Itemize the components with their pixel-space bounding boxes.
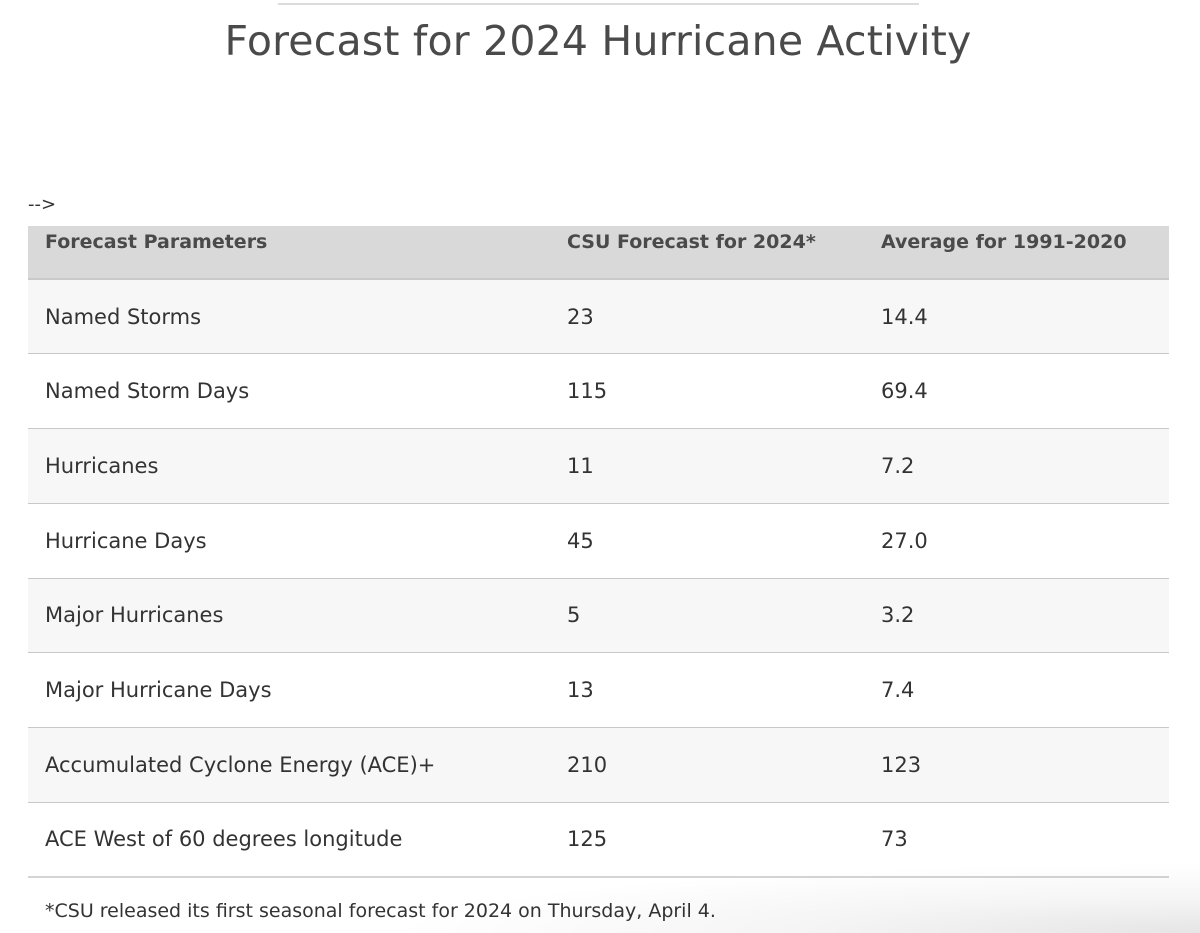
page-title: Forecast for 2024 Hurricane Activity [224, 17, 972, 65]
table-header: Forecast Parameters CSU Forecast for 202… [28, 226, 1169, 280]
table-row: Named Storms 23 14.4 [28, 279, 1169, 355]
table-row: Accumulated Cyclone Energy (ACE)+ 210 12… [28, 727, 1169, 803]
table-row: Hurricanes 11 7.2 [28, 428, 1169, 504]
row-forecast: 115 [550, 353, 864, 429]
row-average: 7.2 [864, 428, 1169, 504]
row-forecast: 5 [550, 578, 864, 654]
footnote: *CSU released its first seasonal forecas… [45, 900, 716, 922]
row-parameter: Accumulated Cyclone Energy (ACE)+ [28, 727, 550, 803]
stray-comment-marker: --> [28, 194, 57, 215]
header-forecast-parameters: Forecast Parameters [28, 226, 550, 280]
row-parameter: Named Storm Days [28, 353, 550, 429]
top-divider [278, 3, 919, 5]
row-forecast: 23 [550, 279, 864, 355]
header-average: Average for 1991-2020 [864, 226, 1169, 280]
row-parameter: ACE West of 60 degrees longitude [28, 802, 550, 878]
table-header-row: Forecast Parameters CSU Forecast for 202… [28, 226, 1169, 280]
row-parameter: Named Storms [28, 279, 550, 355]
table-row: Named Storm Days 115 69.4 [28, 353, 1169, 429]
table-row: Hurricane Days 45 27.0 [28, 503, 1169, 579]
table-body: Named Storms 23 14.4 Named Storm Days 11… [28, 279, 1169, 878]
header-csu-forecast: CSU Forecast for 2024* [550, 226, 864, 280]
row-average: 27.0 [864, 503, 1169, 579]
row-forecast: 210 [550, 727, 864, 803]
table-row: ACE West of 60 degrees longitude 125 73 [28, 802, 1169, 878]
row-forecast: 45 [550, 503, 864, 579]
forecast-table: Forecast Parameters CSU Forecast for 202… [28, 226, 1169, 878]
row-parameter: Hurricanes [28, 428, 550, 504]
row-forecast: 11 [550, 428, 864, 504]
row-parameter: Major Hurricanes [28, 578, 550, 654]
table-row: Major Hurricanes 5 3.2 [28, 578, 1169, 654]
row-parameter: Hurricane Days [28, 503, 550, 579]
table-row: Major Hurricane Days 13 7.4 [28, 652, 1169, 728]
row-average: 73 [864, 802, 1169, 878]
row-average: 69.4 [864, 353, 1169, 429]
row-forecast: 13 [550, 652, 864, 728]
row-forecast: 125 [550, 802, 864, 878]
row-parameter: Major Hurricane Days [28, 652, 550, 728]
row-average: 14.4 [864, 279, 1169, 355]
row-average: 123 [864, 727, 1169, 803]
row-average: 3.2 [864, 578, 1169, 654]
row-average: 7.4 [864, 652, 1169, 728]
